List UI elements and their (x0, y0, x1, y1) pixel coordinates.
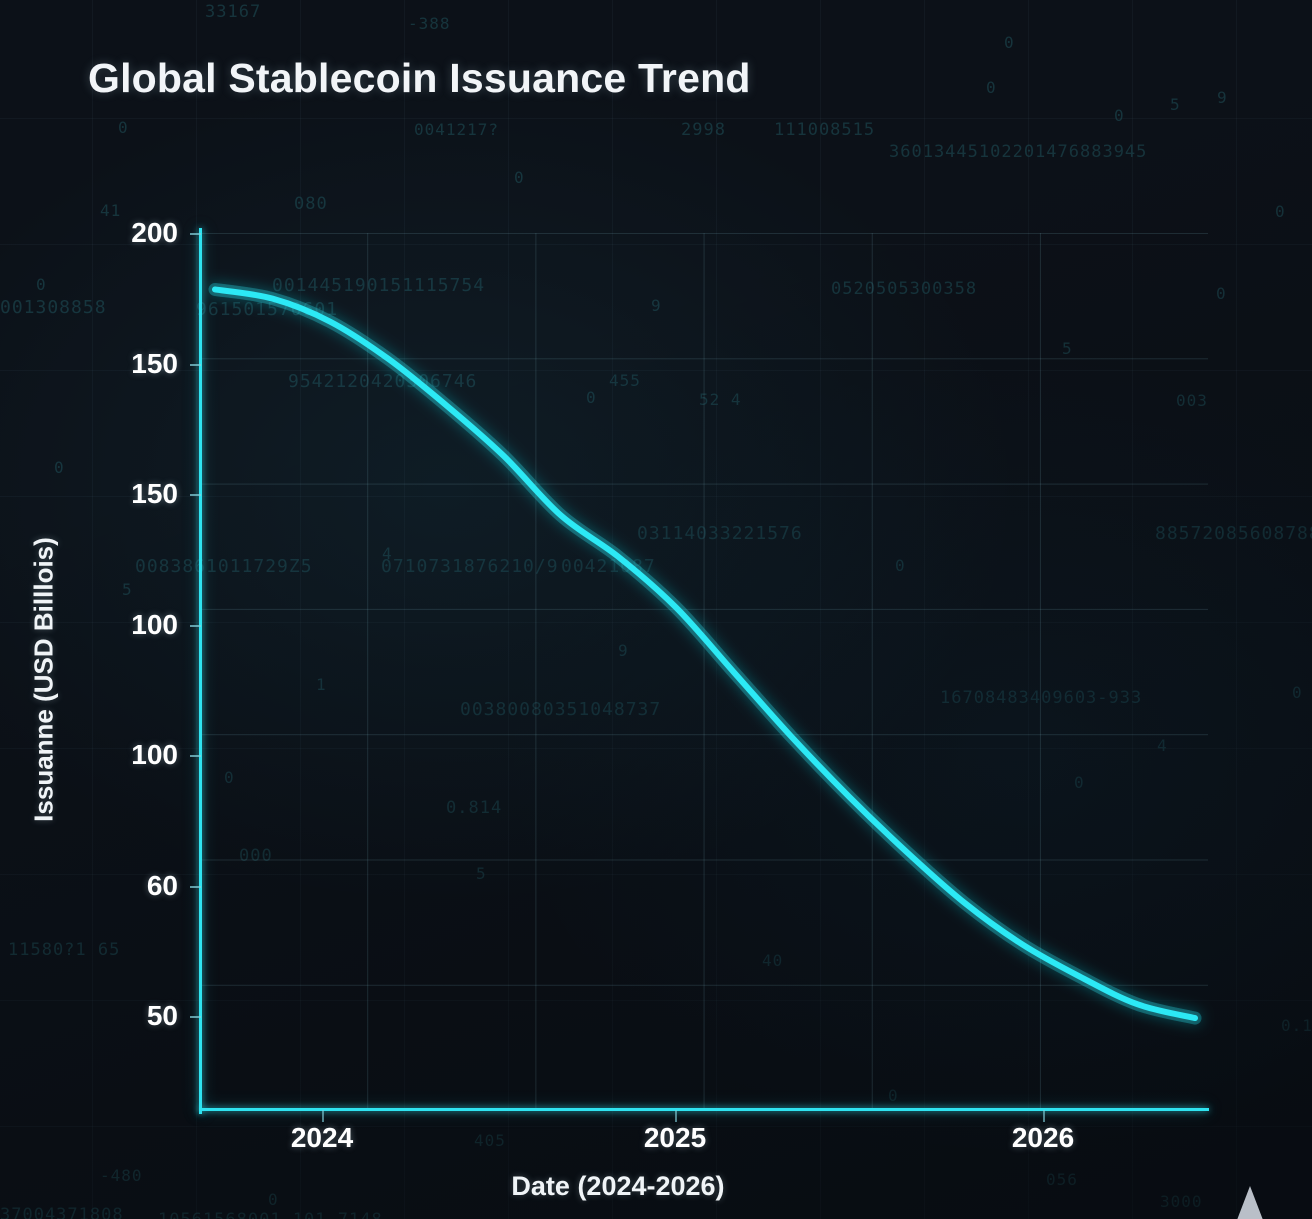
background-code-text: 36013445102201476883945 (889, 142, 1148, 162)
background-code-text: 2998 (681, 120, 726, 140)
background-code-text: 33167 (205, 2, 262, 22)
background-code-text: 11580?1 65 (8, 940, 121, 960)
background-code-text: 0.13 (1281, 1016, 1312, 1035)
y-tick-label: 60 (146, 869, 178, 901)
x-tick-mark (322, 1110, 324, 1122)
background-code-text: 0 (118, 118, 129, 137)
x-tick-label: 2026 (1011, 1122, 1075, 1153)
y-tick-mark (190, 494, 201, 496)
y-tick-mark (190, 363, 201, 366)
background-code-text: 0 (36, 275, 47, 294)
y-axis-label: Issuanne (USD Billlois) (28, 537, 59, 822)
background-code-text: 41 (100, 201, 122, 220)
background-code-text: 5 (1170, 95, 1181, 114)
background-code-text: 5 (122, 580, 133, 599)
background-code-text: 0 (1275, 202, 1286, 221)
y-tick-mark (190, 1016, 201, 1019)
x-axis-spine (199, 1108, 1209, 1111)
background-code-text: 0 (1292, 683, 1303, 702)
page-title: Global Stablecoin Issuance Trend (88, 55, 751, 101)
x-axis-label-text: Date (2024-2026) (511, 1171, 725, 1201)
y-tick-label: 200 (131, 217, 178, 248)
y-tick-mark (190, 233, 201, 235)
background-code-text: 111008515 (774, 120, 876, 140)
background-code-text: 9 (1217, 88, 1228, 107)
background-code-text: -388 (408, 14, 451, 33)
x-axis-label: Date (2024-2026) (0, 1171, 1312, 1202)
background-code-text: 37004371808 (0, 1205, 124, 1219)
x-tick-mark (675, 1110, 677, 1122)
y-tick-label: 100 (131, 739, 178, 771)
x-tick-label: 2025 (643, 1122, 707, 1153)
y-tick-label: 150 (131, 347, 178, 379)
y-tick-mark (190, 624, 201, 627)
background-code-text: 0041217? (414, 120, 500, 139)
background-code-text: 0 (986, 78, 997, 97)
background-code-text: 0 (1114, 106, 1125, 125)
mouse-pointer-icon (1237, 1186, 1263, 1219)
x-tick-mark (1043, 1110, 1045, 1122)
y-tick-label: 100 (131, 608, 178, 640)
y-tick-mark (190, 885, 201, 888)
background-code-text: 001308858 (0, 297, 107, 318)
y-tick-label: 150 (131, 478, 178, 509)
y-tick-mark (190, 755, 201, 758)
background-code-text: 405 (474, 1131, 506, 1150)
y-tick-label: 50 (146, 1000, 178, 1032)
plot-area (199, 233, 1208, 1110)
background-code-text: 0 (514, 168, 525, 187)
plot-gridlines (199, 233, 1208, 1110)
x-tick-label: 2024 (290, 1122, 354, 1153)
background-code-text: 10561568001 101-7148 (158, 1210, 383, 1219)
y-axis-spine (199, 228, 202, 1114)
background-code-text: 0 (1004, 33, 1015, 52)
background-code-text: 080 (294, 194, 328, 214)
background-code-text: 0 (1216, 284, 1227, 303)
